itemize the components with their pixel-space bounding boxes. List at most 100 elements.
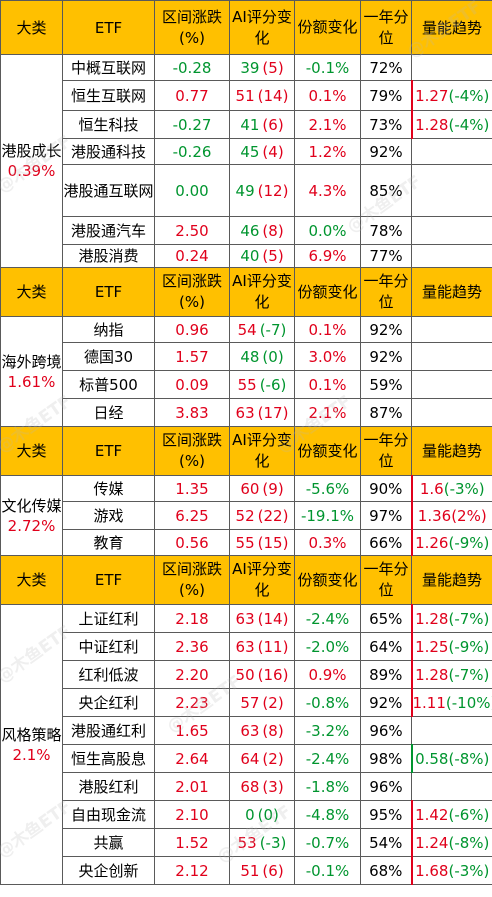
share-change: -4.8% xyxy=(294,800,361,829)
volume-trend-delta: (-3%) xyxy=(448,861,490,880)
one-year-pct: 64% xyxy=(360,632,412,661)
header-change-pct: 区间涨跌(%) xyxy=(154,426,230,476)
share-change: -1.8% xyxy=(294,772,361,801)
volume-trend-cell xyxy=(411,216,492,245)
one-year-pct: 89% xyxy=(360,660,412,689)
category-name: 文化传媒 xyxy=(1,496,62,515)
one-year-pct: 85% xyxy=(360,164,412,217)
header-ai-score: AI评分变化 xyxy=(229,267,295,317)
ai-score: 55 xyxy=(237,375,257,394)
category-name: 海外跨境 xyxy=(1,352,62,371)
volume-trend-delta: (-7%) xyxy=(448,609,490,628)
change-pct: 1.65 xyxy=(154,716,230,745)
volume-trend-cell xyxy=(411,398,492,427)
table-row: 港股红利 2.01 68 (3) -1.8% 96% xyxy=(1,772,492,801)
volume-trend-cell: 1.6(-3%) xyxy=(410,475,492,502)
ai-score: 48 xyxy=(240,347,260,366)
category-cell: 海外跨境 1.61% xyxy=(0,316,63,427)
category-cell: 港股成长 0.39% xyxy=(0,54,63,268)
ai-score-cell: 51 (14) xyxy=(229,80,295,111)
etf-name: 自由现金流 xyxy=(62,800,155,829)
volume-trend-cell: 1.28(-7%) xyxy=(410,604,492,633)
ai-score: 63 xyxy=(240,721,260,740)
ai-score-delta: (3) xyxy=(262,777,284,796)
table-row: 教育 0.56 55 (15) 0.3% 66% 1.26(-9%) xyxy=(1,529,492,556)
etf-name: 港股通互联网 xyxy=(62,164,155,217)
category-cell: 风格策略 2.1% xyxy=(0,604,63,885)
volume-trend-cell: 1.11(-10%) xyxy=(410,688,492,717)
ai-score-cell: 52 (22) xyxy=(229,501,295,530)
header-change-pct: 区间涨跌(%) xyxy=(154,0,230,55)
table-row: 恒生高股息 2.64 64 (2) -2.4% 98% 0.58(-8%) xyxy=(1,744,492,773)
volume-trend-value: 1.26 xyxy=(415,533,449,552)
ai-score-delta: (6) xyxy=(262,861,284,880)
etf-name: 传媒 xyxy=(62,475,155,502)
ai-score-cell: 0 (0) xyxy=(229,800,295,829)
change-pct: 6.25 xyxy=(154,501,230,530)
section-header-row: 大类 ETF 区间涨跌(%) AI评分变化 份额变化 一年分位 量能趋势 xyxy=(0,426,492,476)
category-name: 港股成长 xyxy=(1,142,62,160)
one-year-pct: 73% xyxy=(360,110,412,139)
header-volume-trend: 量能趋势 xyxy=(411,555,492,605)
ai-score: 46 xyxy=(240,221,260,240)
ai-score-cell: 39 (5) xyxy=(229,54,295,81)
header-ai-score: AI评分变化 xyxy=(229,426,295,476)
one-year-pct: 87% xyxy=(360,398,412,427)
table-row: 港股通汽车 2.50 46 (8) 0.0% 78% xyxy=(1,216,492,245)
table-row: 游戏 6.25 52 (22) -19.1% 97% 1.36(2%) xyxy=(1,501,492,530)
table-row: 恒生科技 -0.27 41 (6) 2.1% 73% 1.28(-4%) xyxy=(1,110,492,139)
ai-score-delta: (5) xyxy=(262,247,284,265)
etf-name: 游戏 xyxy=(62,501,155,530)
ai-score-delta: (14) xyxy=(257,86,289,105)
ai-score: 40 xyxy=(240,247,260,265)
share-change: 0.0% xyxy=(294,216,361,245)
table-row: 文化传媒 2.72% 传媒 1.35 60 (9) -5.6% 90% 1.6(-3%) xyxy=(0,475,492,556)
share-change: -2.4% xyxy=(294,604,361,633)
change-pct: 0.56 xyxy=(154,529,230,556)
volume-trend-value: 1.68 xyxy=(415,861,449,880)
volume-trend-cell: 1.25(-9%) xyxy=(410,632,492,661)
header-share-change: 份额变化 xyxy=(294,426,361,476)
share-change: 1.2% xyxy=(294,138,361,165)
share-change: -5.6% xyxy=(294,475,361,502)
etf-name: 央企创新 xyxy=(62,856,155,885)
one-year-pct: 92% xyxy=(360,316,412,343)
ai-score-delta: (0) xyxy=(257,805,279,824)
table-row: 央企创新 2.12 51 (6) -0.1% 68% 1.68(-3%) xyxy=(1,856,492,885)
volume-trend-delta: (-4%) xyxy=(448,115,490,134)
etf-name: 纳指 xyxy=(62,316,155,343)
etf-name: 中概互联网 xyxy=(62,54,155,81)
volume-trend-cell: 0.58(-8%) xyxy=(410,744,492,773)
ai-score-delta: (8) xyxy=(262,221,284,240)
change-pct: 3.83 xyxy=(154,398,230,427)
ai-score-delta: (-6) xyxy=(259,375,287,394)
header-change-pct: 区间涨跌(%) xyxy=(154,555,230,605)
share-change: 0.1% xyxy=(294,370,361,399)
ai-score: 51 xyxy=(240,861,260,880)
header-category: 大类 xyxy=(0,426,63,476)
header-one-year-pct: 一年分位 xyxy=(360,0,412,55)
ai-score: 51 xyxy=(235,86,255,105)
change-pct: 2.50 xyxy=(154,216,230,245)
volume-trend-cell: 1.27(-4%) xyxy=(410,80,492,111)
ai-score-cell: 49 (12) xyxy=(229,164,295,217)
ai-score: 50 xyxy=(235,665,255,684)
table-row: 央企红利 2.23 57 (2) -0.8% 92% 1.11(-10%) xyxy=(1,688,492,717)
ai-score-cell: 63 (14) xyxy=(229,604,295,633)
change-pct: 2.64 xyxy=(154,744,230,773)
volume-trend-cell xyxy=(411,54,492,81)
header-category: 大类 xyxy=(0,0,63,55)
share-change: -0.8% xyxy=(294,688,361,717)
share-change: -0.1% xyxy=(294,54,361,81)
volume-trend-value: 1.11 xyxy=(412,693,446,712)
etf-name: 日经 xyxy=(62,398,155,427)
table-row: 德国30 1.57 48 (0) 3.0% 92% xyxy=(1,342,492,371)
volume-trend-delta: (-10%) xyxy=(445,693,492,712)
change-pct: 2.20 xyxy=(154,660,230,689)
one-year-pct: 68% xyxy=(360,856,412,885)
volume-trend-delta: (-6%) xyxy=(448,805,490,824)
volume-trend-cell xyxy=(411,244,492,268)
ai-score-cell: 63 (11) xyxy=(229,632,295,661)
header-share-change: 份额变化 xyxy=(294,555,361,605)
